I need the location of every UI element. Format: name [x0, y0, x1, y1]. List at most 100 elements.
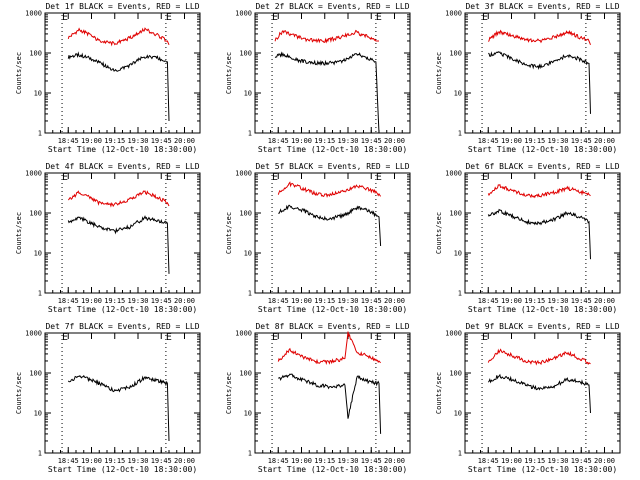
x-tick-label: 19:30	[337, 457, 358, 465]
plot-frame	[464, 332, 621, 454]
plot-frame	[254, 172, 411, 294]
plot-frame	[254, 12, 411, 134]
time-marker-label: E	[62, 332, 68, 343]
time-marker-label: E	[586, 332, 592, 343]
x-tick-label: 19:45	[361, 457, 382, 465]
chart-title: Det 3f BLACK = Events, RED = LLD	[465, 2, 619, 11]
y-tick-label: 1	[38, 290, 42, 298]
y-tick-label: 1000	[25, 330, 42, 338]
x-tick-label: 20:00	[384, 297, 405, 305]
time-marker-label: E	[482, 332, 488, 343]
y-tick-label: 10	[34, 410, 42, 418]
x-tick-label: 18:45	[58, 137, 79, 145]
chart-title: Det 8f BLACK = Events, RED = LLD	[255, 322, 409, 331]
y-axis-label: Counts/sec	[15, 52, 23, 94]
x-tick-label: 19:00	[501, 297, 522, 305]
x-tick-label: 18:45	[268, 457, 289, 465]
panel-det-4: Det 4f BLACK = Events, RED = LLD 1 10 100 10…	[15, 162, 201, 314]
chart-title: Det 1f BLACK = Events, RED = LLD	[45, 2, 199, 11]
x-axis-label: Start Time (12-Oct-10 18:30:00)	[258, 465, 407, 474]
x-tick-label: 19:15	[314, 297, 335, 305]
x-tick-label: 19:00	[81, 137, 102, 145]
lld-series-line	[487, 348, 591, 366]
lld-series-line	[274, 29, 379, 44]
time-marker-label: E	[482, 12, 488, 23]
time-marker-label: E	[62, 12, 68, 23]
y-tick-label: 100	[239, 210, 252, 218]
x-tick-label: 19:00	[291, 297, 312, 305]
events-series-line	[67, 215, 170, 274]
y-tick-label: 1	[458, 450, 462, 458]
y-tick-label: 100	[29, 50, 42, 58]
time-marker-label: E	[166, 172, 172, 183]
time-marker-label: E	[586, 172, 592, 183]
panel-det-7: Det 7f BLACK = Events, RED = LLD 1 10 100 10…	[15, 322, 201, 474]
y-tick-label: 1	[248, 130, 252, 138]
x-tick-label: 19:30	[547, 457, 568, 465]
x-tick-label: 19:15	[524, 457, 545, 465]
y-tick-label: 100	[239, 50, 252, 58]
x-tick-label: 19:00	[501, 137, 522, 145]
y-tick-label: 10	[454, 90, 462, 98]
x-tick-label: 20:00	[174, 297, 195, 305]
y-tick-label: 1000	[445, 10, 462, 18]
chart-title: Det 4f BLACK = Events, RED = LLD	[45, 162, 199, 171]
panel-det-1: Det 1f BLACK = Events, RED = LLD 1 10 100 10…	[15, 2, 201, 154]
x-axis-label: Start Time (12-Oct-10 18:30:00)	[48, 305, 197, 314]
x-tick-label: 19:30	[127, 297, 148, 305]
panel-det-6: Det 6f BLACK = Events, RED = LLD 1 10 100 10…	[435, 162, 621, 314]
x-tick-label: 19:30	[337, 297, 358, 305]
panel-det-3: Det 3f BLACK = Events, RED = LLD 1 10 100 10…	[435, 2, 621, 154]
x-tick-label: 18:45	[268, 297, 289, 305]
x-tick-label: 19:15	[104, 137, 125, 145]
x-tick-label: 19:15	[524, 137, 545, 145]
x-axis-label: Start Time (12-Oct-10 18:30:00)	[468, 305, 617, 314]
time-marker-label: E	[166, 12, 172, 23]
time-marker-label: E	[166, 332, 172, 343]
y-tick-label: 100	[449, 370, 462, 378]
x-axis-label: Start Time (12-Oct-10 18:30:00)	[468, 145, 617, 154]
x-tick-label: 19:00	[291, 457, 312, 465]
x-tick-label: 19:45	[151, 137, 172, 145]
x-tick-label: 20:00	[594, 297, 615, 305]
chart-title: Det 5f BLACK = Events, RED = LLD	[255, 162, 409, 171]
events-series-line	[67, 51, 170, 122]
x-tick-label: 19:15	[524, 297, 545, 305]
y-axis-label: Counts/sec	[15, 372, 23, 414]
time-marker-label: E	[272, 172, 278, 183]
x-tick-label: 19:45	[361, 137, 382, 145]
panel-det-9: Det 9f BLACK = Events, RED = LLD 1 10 100 10…	[435, 322, 621, 474]
x-tick-label: 19:15	[104, 457, 125, 465]
plot-frame	[44, 332, 201, 454]
y-tick-label: 1	[248, 290, 252, 298]
chart-title: Det 9f BLACK = Events, RED = LLD	[465, 322, 619, 331]
y-tick-label: 100	[449, 50, 462, 58]
y-axis-label: Counts/sec	[225, 52, 233, 94]
panel-det-5: Det 5f BLACK = Events, RED = LLD 1 10 100 10…	[225, 162, 411, 314]
y-tick-label: 1000	[25, 170, 42, 178]
x-tick-label: 18:45	[58, 297, 79, 305]
y-tick-label: 1	[248, 450, 252, 458]
y-tick-label: 10	[244, 250, 252, 258]
y-axis-label: Counts/sec	[225, 372, 233, 414]
plot-frame	[464, 12, 621, 134]
x-axis-label: Start Time (12-Oct-10 18:30:00)	[48, 145, 197, 154]
x-tick-label: 20:00	[174, 137, 195, 145]
events-series-line	[487, 373, 591, 414]
x-axis-label: Start Time (12-Oct-10 18:30:00)	[258, 305, 407, 314]
lld-series-line	[67, 190, 170, 208]
y-axis-label: Counts/sec	[435, 212, 443, 254]
x-tick-label: 19:15	[314, 457, 335, 465]
panel-det-2: Det 2f BLACK = Events, RED = LLD 1 10 100 10…	[225, 2, 411, 154]
x-axis-label: Start Time (12-Oct-10 18:30:00)	[468, 465, 617, 474]
y-tick-label: 1	[38, 130, 42, 138]
lld-series-line	[277, 331, 381, 365]
time-marker-label: E	[272, 332, 278, 343]
time-marker-label: E	[376, 12, 382, 23]
y-axis-label: Counts/sec	[435, 52, 443, 94]
lld-series-line	[67, 27, 170, 47]
x-tick-label: 18:45	[268, 137, 289, 145]
x-tick-label: 20:00	[594, 457, 615, 465]
x-axis-label: Start Time (12-Oct-10 18:30:00)	[48, 465, 197, 474]
